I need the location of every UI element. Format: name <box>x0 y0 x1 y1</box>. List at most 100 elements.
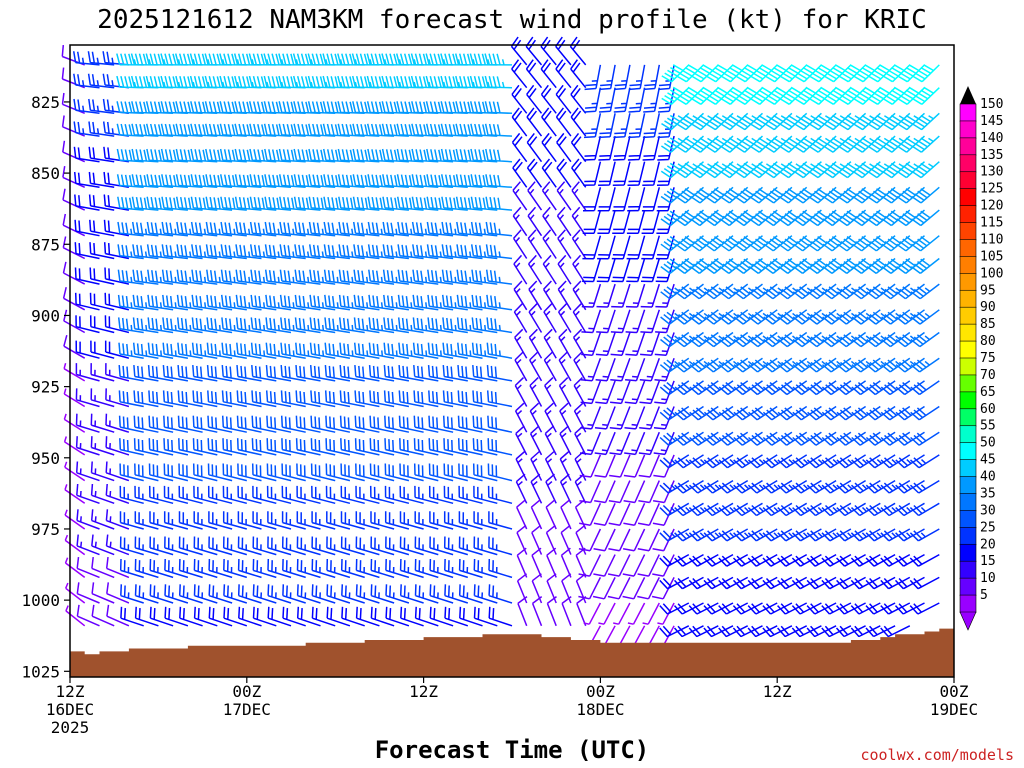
wind-barb <box>748 283 778 300</box>
x-tick-label: 00Z <box>232 682 261 701</box>
wind-barb <box>193 584 218 604</box>
wind-barb <box>637 577 660 600</box>
colorbar-swatch <box>959 171 977 190</box>
wind-barb <box>118 365 144 382</box>
wind-barb <box>597 187 616 212</box>
wind-barb <box>384 511 410 530</box>
wind-barb <box>384 485 410 505</box>
wind-barb <box>249 174 277 189</box>
wind-barb <box>442 317 468 334</box>
wind-barb <box>442 342 468 359</box>
wind-barb <box>220 196 247 211</box>
wind-barb <box>164 606 189 627</box>
wind-barb <box>598 135 616 161</box>
wind-barb <box>252 606 277 627</box>
colorbar-label: 125 <box>980 182 1003 197</box>
wind-barb <box>145 75 174 89</box>
wind-barb <box>267 536 292 556</box>
wind-barb <box>381 53 409 66</box>
wind-barb <box>836 357 867 373</box>
wind-barb <box>341 606 365 627</box>
wind-barb <box>851 235 881 252</box>
wind-barb <box>238 606 262 627</box>
wind-barb <box>456 221 483 237</box>
wind-barb <box>488 606 513 627</box>
wind-barb <box>704 380 734 396</box>
wind-barb <box>398 342 424 359</box>
wind-barb <box>174 53 203 66</box>
wind-barb <box>653 406 675 430</box>
wind-barb <box>643 64 661 91</box>
wind-barb <box>163 438 189 456</box>
wind-barb <box>880 454 911 469</box>
wind-barb <box>792 309 822 325</box>
wind-barb <box>73 146 100 163</box>
wind-barb <box>850 553 881 567</box>
wind-barb <box>584 64 602 91</box>
wind-barb <box>806 454 837 469</box>
wind-barb <box>368 294 395 311</box>
wind-barb <box>326 558 351 579</box>
wind-barbs <box>61 36 940 648</box>
wind-barb <box>119 536 144 556</box>
wind-barb <box>116 174 144 189</box>
wind-barb <box>385 584 410 604</box>
wind-barb <box>265 317 292 334</box>
wind-barb <box>308 244 336 260</box>
wind-barb <box>293 123 321 137</box>
wind-barb <box>659 479 690 494</box>
wind-barb <box>733 309 763 325</box>
wind-barb <box>295 415 321 433</box>
wind-barb <box>473 485 498 505</box>
wind-barb <box>338 294 365 311</box>
wind-barb <box>639 357 661 382</box>
wind-barb <box>414 485 439 505</box>
wind-barb <box>192 390 218 408</box>
wind-barb <box>413 415 439 433</box>
wind-barb <box>102 51 129 66</box>
wind-barb <box>280 365 306 382</box>
wind-barb <box>689 331 719 348</box>
wind-barb <box>472 390 498 408</box>
wind-barb <box>74 242 100 260</box>
colorbar-swatch <box>959 510 977 529</box>
wind-barb <box>397 244 424 260</box>
wind-barb <box>895 528 925 542</box>
wind-barb <box>472 365 498 382</box>
wind-barb <box>850 502 881 517</box>
wind-barb <box>354 390 380 408</box>
wind-barb <box>340 558 365 579</box>
wind-barb <box>414 511 439 530</box>
wind-barb <box>134 511 159 530</box>
wind-barb <box>132 342 159 359</box>
wind-barb <box>149 558 174 579</box>
wind-barb <box>76 534 100 556</box>
wind-barb <box>265 342 292 359</box>
wind-barb <box>910 331 940 348</box>
wind-barb <box>484 123 513 137</box>
wind-barb <box>777 502 808 517</box>
wind-barb <box>747 431 778 446</box>
wind-barb <box>703 405 734 421</box>
wind-barb <box>545 524 557 555</box>
wind-barb <box>75 363 100 382</box>
wind-barb <box>609 406 631 430</box>
wind-barb <box>355 558 380 579</box>
wind-barb <box>596 283 616 308</box>
wind-barb <box>75 436 100 456</box>
wind-barb <box>836 380 867 396</box>
wind-barb <box>837 283 867 300</box>
wind-barb <box>396 75 424 89</box>
wind-barb <box>134 485 159 505</box>
wind-barb <box>733 454 763 469</box>
colorbar-label: 55 <box>980 419 996 434</box>
wind-barb <box>233 53 262 66</box>
wind-barb <box>541 132 557 163</box>
wind-barb <box>64 557 86 578</box>
wind-barb <box>579 480 602 504</box>
wind-barb <box>147 342 174 359</box>
wind-barb <box>594 431 616 456</box>
wind-barb <box>596 309 616 334</box>
wind-barb <box>719 309 749 325</box>
wind-barb <box>911 64 940 83</box>
